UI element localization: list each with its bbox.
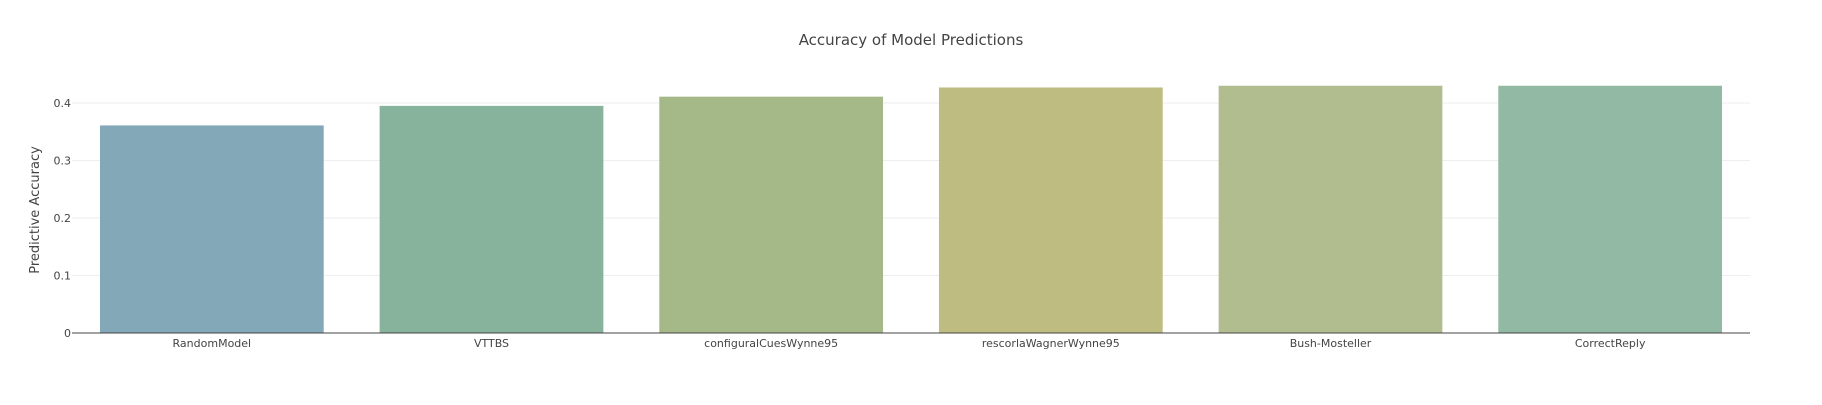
chart-title: Accuracy of Model Predictions (799, 31, 1024, 49)
x-tick-label: CorrectReply (1575, 337, 1646, 350)
bar-CorrectReply[interactable] (1498, 85, 1723, 333)
bar-Bush-Mosteller[interactable] (1218, 85, 1443, 333)
x-tick-label: VTTBS (474, 337, 509, 350)
x-tick-label: RandomModel (173, 337, 252, 350)
bars (99, 85, 1723, 333)
gridlines (72, 102, 1750, 276)
y-axis-label: Predictive Accuracy (28, 146, 43, 274)
y-tick-label: 0.4 (54, 97, 72, 110)
x-tick-label: configuralCuesWynne95 (704, 337, 838, 350)
bar-configuralCuesWynne95[interactable] (659, 96, 884, 333)
bar-rescorlaWagnerWynne95[interactable] (938, 87, 1163, 333)
bar-VTTBS[interactable] (379, 105, 604, 333)
y-tick-label: 0 (64, 327, 71, 340)
y-ticks: 0 0.1 0.2 0.3 0.4 (54, 97, 72, 340)
y-tick-label: 0.3 (54, 155, 72, 168)
y-tick-label: 0.2 (54, 212, 72, 225)
y-tick-label: 0.1 (54, 270, 72, 283)
x-ticks: RandomModel VTTBS configuralCuesWynne95 res… (173, 337, 1646, 350)
x-tick-label: rescorlaWagnerWynne95 (982, 337, 1120, 350)
x-tick-label: Bush-Mosteller (1290, 337, 1372, 350)
bar-RandomModel[interactable] (99, 125, 324, 333)
